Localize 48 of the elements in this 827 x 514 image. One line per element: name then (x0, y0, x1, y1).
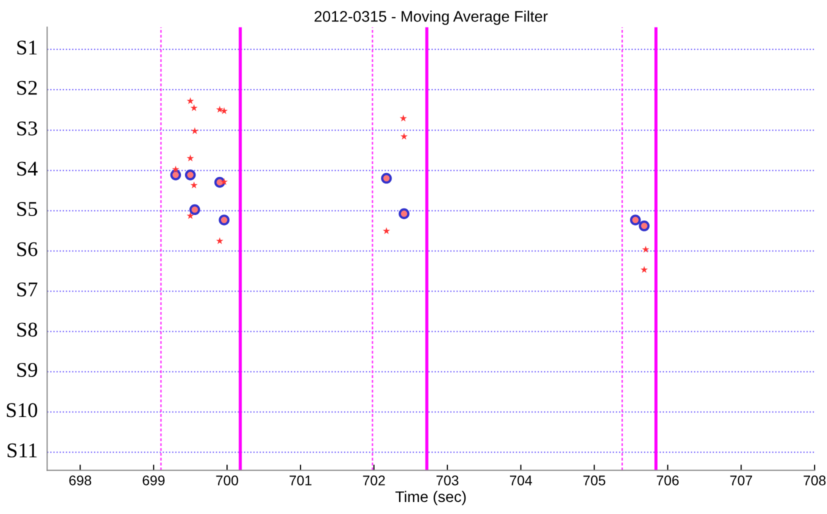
point (640, 266, 648, 273)
ref-line-label: S7 (17, 282, 38, 296)
point (186, 212, 194, 219)
point (190, 104, 198, 112)
ref-line-label: S9 (17, 362, 38, 377)
ref-line-label: S3 (17, 121, 38, 136)
ref-line-label: S11 (8, 443, 37, 458)
point (638, 220, 650, 232)
x-tick-label: 707 (730, 476, 752, 486)
point (184, 170, 196, 180)
ref-line-label: S1 (17, 40, 37, 55)
point (630, 214, 641, 226)
chart-title: 2012-0315 - Moving Average Filter (314, 10, 548, 25)
ref-line-label: S2 (17, 80, 37, 95)
point (220, 107, 228, 114)
point (382, 227, 390, 234)
point (191, 127, 198, 134)
point (216, 237, 224, 244)
x-tick-label: 704 (510, 476, 532, 486)
x-tick-label: 698 (69, 476, 92, 486)
ref-line-label: S8 (17, 322, 38, 337)
ref-line-label: S10 (6, 403, 38, 418)
point (216, 106, 224, 113)
ref-line-label: S4 (17, 162, 38, 176)
point (189, 204, 200, 216)
point (400, 114, 407, 122)
x-tick-label: 706 (656, 476, 679, 486)
x-tick-label: 702 (363, 476, 385, 486)
x-tick-label: 708 (804, 476, 826, 486)
point (218, 214, 230, 226)
x-tick-label: 703 (436, 476, 458, 486)
x-tick-label: 700 (216, 476, 238, 486)
ref-line-label: S6 (17, 242, 38, 256)
point (398, 208, 410, 220)
point (170, 170, 182, 180)
point (190, 181, 198, 188)
point (172, 166, 180, 172)
x-axis-title: Time (sec) (395, 490, 466, 506)
ref-line-label: S5 (17, 202, 38, 216)
x-tick-label: 705 (583, 476, 606, 486)
x-tick-label: 699 (142, 476, 165, 486)
point (186, 154, 194, 162)
point (220, 178, 228, 186)
x-tick-label: 701 (290, 476, 312, 486)
point (400, 132, 408, 140)
point (381, 172, 392, 184)
point (642, 246, 650, 253)
point (186, 97, 194, 104)
